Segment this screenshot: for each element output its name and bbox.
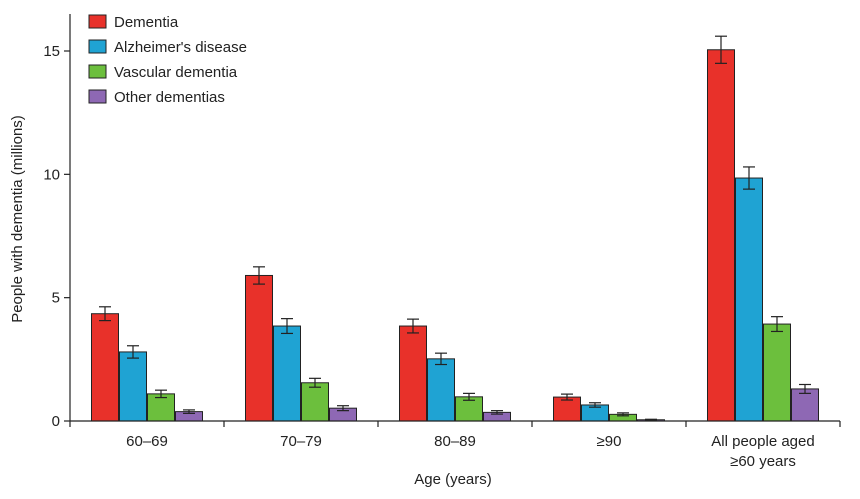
bar-2-4 [763,323,791,422]
legend-label-3: Other dementias [114,89,225,106]
bar-1-0 [119,351,147,422]
legend: Dementia Alzheimer's disease Vascular deme… [88,14,247,106]
x-category-label-1: 70–79 [280,433,322,450]
x-category-label-3: ≥90 [597,433,622,450]
y-tick-label-1: 5 [52,290,60,307]
legend-swatch-2 [88,64,107,79]
bar-1-1 [273,325,301,422]
error-bars-layer [99,35,811,421]
bar-0-1 [245,274,273,422]
legend-swatch-0 [88,14,107,29]
legend-label-2: Vascular dementia [114,64,238,81]
legend-label-1: Alzheimer's disease [114,39,247,56]
bar-1-2 [427,358,455,422]
legend-swatch-1 [88,39,107,54]
legend-label-0: Dementia [114,14,179,31]
x-category-label-2: 80–89 [434,433,476,450]
bar-3-4 [791,388,819,422]
y-axis-title: People with dementia (millions) [9,115,26,323]
axes-layer: 0 5 10 15 60–69 70–79 80–89 ≥90 All people aged ≥… [43,14,841,470]
y-tick-label-0: 0 [52,413,60,430]
y-tick-label-2: 10 [43,166,60,183]
bar-2-1 [301,382,329,422]
x-category-label-4-line-0: All people aged [711,433,814,450]
bar-0-2 [399,325,427,422]
bar-1-4 [735,177,763,422]
bar-0-3 [553,396,581,422]
x-category-label-0: 60–69 [126,433,168,450]
bar-0-0 [91,313,119,422]
y-tick-label-3: 15 [43,43,60,60]
x-axis-title: Age (years) [414,471,492,488]
x-category-label-4-line-1: ≥60 years [730,453,796,470]
legend-swatch-3 [88,89,107,104]
bar-0-4 [707,49,735,422]
